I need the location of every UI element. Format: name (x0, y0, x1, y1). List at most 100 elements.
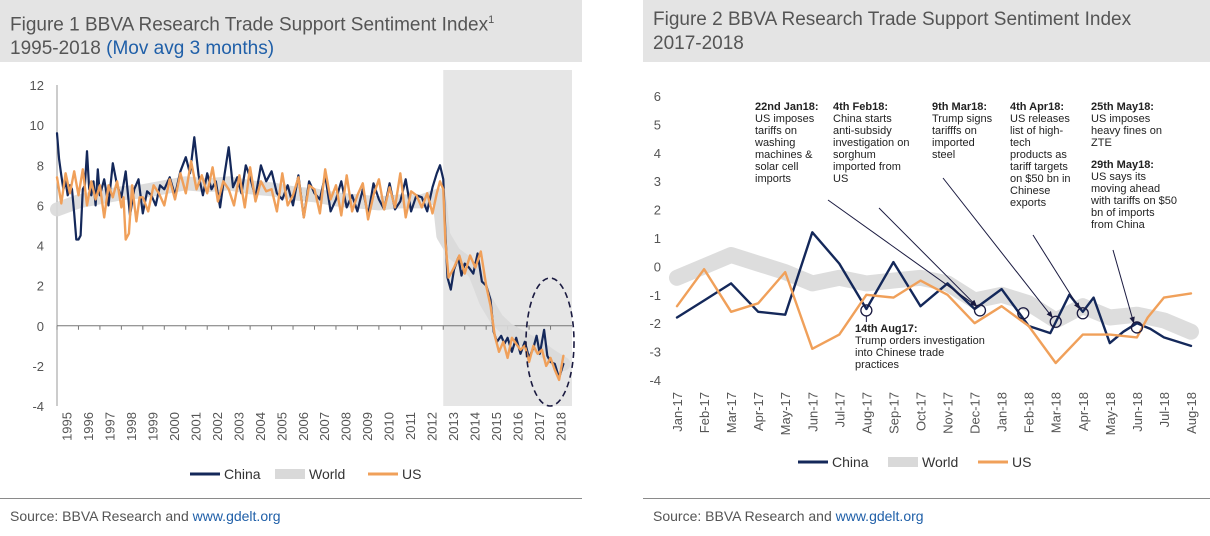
annotation-line-9th-mar18-0: Trump signs (932, 113, 993, 125)
y-tick-label-1: -1 (649, 288, 661, 303)
annotation-date-4th-feb18: 4th Feb18: (833, 101, 888, 113)
figure-1-title: Figure 1 BBVA Research Trade Support Sen… (10, 8, 494, 61)
annotation-line-4th-apr18-5: on $50 bn in (1010, 173, 1071, 185)
x-tick-label-2007: 2007 (317, 412, 332, 441)
x-tick-label-2010: 2010 (382, 412, 397, 441)
annotation-line-4th-feb18-0: China starts (833, 113, 892, 125)
event-marker-3 (1049, 315, 1062, 328)
x-tick-label-may-18: May-18 (1103, 392, 1118, 435)
y-tick-label-3: -3 (649, 345, 661, 360)
x-tick-label-oct-17: Oct-17 (913, 392, 928, 431)
figure-2-chart: -4 -3 -2 -1 0 1 2 3 4 5 6 Jan-17 Feb-17 Mar-17 Apr-17 M… (649, 89, 1199, 470)
annotation-arrowhead-3 (1074, 302, 1080, 310)
x-tick-label-2017: 2017 (532, 412, 547, 441)
annotation-line-9th-mar18-2: imported (932, 137, 975, 149)
figure-1-source-divider (0, 498, 582, 499)
figure-1-title-footnote: 1 (488, 14, 495, 26)
x-tick-label-2011: 2011 (403, 412, 418, 440)
x-tick-label-apr-17: Apr-17 (751, 392, 766, 431)
annotation-date-22nd-jan18: 22nd Jan18: (755, 101, 819, 113)
x-tick-label-jun-17: Jun-17 (805, 392, 820, 432)
y-tick-label-0: 0 (37, 319, 44, 334)
annotation-line-29th-may18-2: with tariffs on $50 (1090, 195, 1177, 207)
x-tick-label-may-17: May-17 (778, 392, 793, 435)
x-tick-label-1998: 1998 (124, 412, 139, 441)
x-tick-label-2001: 2001 (188, 412, 203, 441)
figure-1-source-link[interactable]: www.gdelt.org (192, 508, 281, 524)
x-tick-label-jul-18: Jul-18 (1157, 392, 1172, 427)
annotation-line-4th-feb18-4: imported from (833, 161, 901, 173)
highlight-ellipse (525, 277, 575, 407)
series-line-china (675, 231, 1193, 348)
annotation-line-22nd-jan18-2: washing (754, 137, 795, 149)
y-tick-label-12: 12 (30, 78, 44, 93)
y-tick-label-3: 3 (654, 174, 661, 189)
x-tick-label-2014: 2014 (467, 412, 482, 441)
x-tick-label-1995: 1995 (60, 412, 75, 441)
y-tick-label-6: 6 (654, 89, 661, 104)
x-tick-label-1996: 1996 (81, 412, 96, 441)
figure-1-source: Source: BBVA Research and www.gdelt.org (10, 508, 281, 524)
annotation-line-25th-may18-1: heavy fines on (1091, 125, 1162, 137)
annotation-line-4th-apr18-4: tariff targets (1010, 161, 1068, 173)
x-tick-label-apr-18: Apr-18 (1076, 392, 1091, 431)
figure-1-title-line2: 1995-2018 (10, 38, 101, 60)
annotation-arrow-2 (942, 177, 1054, 319)
annotation-line-4th-apr18-0: US releases (1010, 113, 1070, 125)
annotation-line-14th-aug17-1: into Chinese trade (855, 347, 944, 359)
x-tick-label-jun-18: Jun-18 (1130, 392, 1145, 432)
x-tick-label-jan-17: Jan-17 (670, 392, 685, 432)
annotation-line-22nd-jan18-5: imports (755, 173, 792, 185)
legend-label-us: US (402, 466, 421, 482)
annotation-line-4th-feb18-1: anti-subsidy (833, 125, 892, 137)
y-tick-label-10: 10 (30, 118, 44, 133)
figure-2-source-link[interactable]: www.gdelt.org (835, 508, 924, 524)
x-tick-label-2016: 2016 (510, 412, 525, 441)
figure-1-title-accent: (Mov avg 3 months) (106, 38, 275, 60)
annotation-arrow-4 (1112, 249, 1135, 324)
figure-2-source: Source: BBVA Research and www.gdelt.org (653, 508, 924, 524)
x-tick-label-feb-17: Feb-17 (697, 392, 712, 433)
y-tick-label-2: 2 (37, 279, 44, 294)
annotation-arrow-1 (878, 207, 978, 307)
annotation-line-29th-may18-1: moving ahead (1091, 183, 1160, 195)
annotation-line-29th-may18-4: from China (1091, 219, 1146, 231)
x-tick-label-dec-17: Dec-17 (968, 392, 983, 434)
annotation-line-9th-mar18-1: tarifffs on (932, 125, 977, 137)
x-tick-label-2013: 2013 (446, 412, 461, 441)
x-tick-label-jan-18: Jan-18 (995, 392, 1010, 432)
annotation-date-25th-may18: 25th May18: (1091, 101, 1154, 113)
annotation-line-4th-apr18-6: Chinese (1010, 185, 1050, 197)
x-tick-label-2018: 2018 (553, 412, 568, 441)
x-tick-label-2009: 2009 (360, 412, 375, 441)
series-line-us (55, 159, 565, 382)
figure-2-title-line2: 2017-2018 (653, 33, 744, 54)
x-tick-label-2005: 2005 (274, 412, 289, 441)
figure-2-source-divider (643, 498, 1210, 499)
x-tick-label-1999: 1999 (146, 412, 161, 441)
figure-2-title-line1: Figure 2 BBVA Research Trade Support Sen… (653, 9, 1132, 30)
annotation-line-29th-may18-3: bn of imports (1091, 207, 1155, 219)
x-tick-label-mar-18: Mar-18 (1049, 392, 1064, 433)
annotation-line-14th-aug17-2: practices (855, 359, 900, 371)
series-line-us (675, 268, 1193, 365)
event-marker-0 (860, 304, 873, 317)
event-marker-1 (973, 304, 987, 317)
annotation-line-22nd-jan18-0: US imposes (755, 113, 815, 125)
annotation-line-22nd-jan18-1: tariffs on (755, 125, 797, 137)
y-tick-label-8: 8 (37, 158, 44, 173)
y-tick-label-4: 4 (654, 146, 661, 161)
x-tick-label-2004: 2004 (253, 412, 268, 441)
figure-1-chart: -4 -2 0 2 4 6 8 10 12 1995 1996 1997 1998 1999 2000 200… (30, 70, 575, 482)
annotation-4th-feb18: 4th Feb18:China startsanti-subsidyinvest… (833, 101, 909, 185)
figure-1-panel: Figure 1 BBVA Research Trade Support Sen… (0, 0, 582, 536)
annotation-line-29th-may18-0: US says its (1091, 171, 1147, 183)
annotation-arrow-3 (1032, 234, 1081, 310)
x-tick-label-aug-18: Aug-18 (1184, 392, 1199, 434)
annotation-line-4th-apr18-7: exports (1010, 197, 1047, 209)
annotation-arrowhead-1 (970, 299, 977, 307)
legend-label-us: US (1012, 454, 1031, 470)
